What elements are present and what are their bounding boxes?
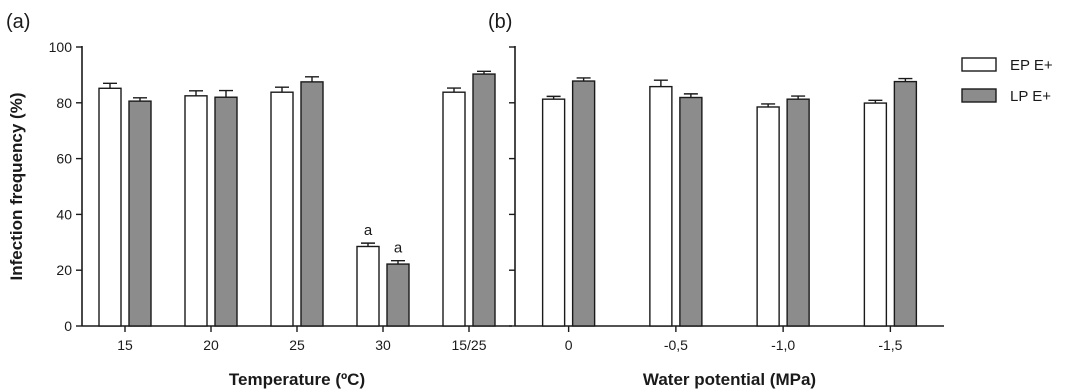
panel-b-bar-lp xyxy=(786,98,810,327)
panel-a-bar-ep xyxy=(270,91,294,327)
panel-a-x-tick-label: 15 xyxy=(117,337,133,353)
panel-a-error-bar xyxy=(477,70,491,75)
panel-a-y-tick-label: 100 xyxy=(49,39,73,55)
panel-a-error-bar xyxy=(275,86,289,93)
panel-b-x-tick-label: -1,0 xyxy=(771,337,795,353)
panel-a-significance-label: a xyxy=(364,222,373,239)
panel-a-bar-lp xyxy=(214,96,238,327)
panel-a-y-tick-label: 40 xyxy=(56,206,72,222)
panel-a-bar-lp xyxy=(386,263,410,327)
panel-b-bar-ep xyxy=(541,98,566,327)
panel-a-x-axis-title: Temperature (ºC) xyxy=(229,370,365,389)
panel-b-x-tick-label: 0 xyxy=(565,337,573,353)
panel-b-error-bar xyxy=(898,77,913,82)
panel-a-label: (a) xyxy=(6,11,30,33)
panel-a-x-tick-label: 15/25 xyxy=(451,337,486,353)
panel-b-error-bar xyxy=(576,77,591,82)
panel-a-error-bar xyxy=(219,89,233,98)
legend-swatch-ep xyxy=(961,57,997,72)
panel-b-x-axis-title: Water potential (MPa) xyxy=(643,370,816,389)
panel-a-error-bar xyxy=(189,90,203,96)
panel-b-error-bar xyxy=(546,95,561,100)
panel-a-error-bar xyxy=(361,242,375,247)
panel-a-x-tick-label: 25 xyxy=(289,337,305,353)
panel-a-y-tick-label: 20 xyxy=(56,262,72,278)
panel-a-bar-ep xyxy=(356,245,380,327)
panel-a-bar-ep xyxy=(184,95,208,327)
panel-b-error-bar xyxy=(761,103,776,107)
panel-b-bar-lp xyxy=(893,80,918,327)
panel-a-error-bar xyxy=(305,76,319,82)
panel-a-significance-label: a xyxy=(394,240,403,257)
legend-label-lp: LP E+ xyxy=(1010,88,1051,105)
panel-b-bar-ep xyxy=(756,106,780,327)
panel-b-x-tick-label: -0,5 xyxy=(664,337,688,353)
panel-a-y-tick-label: 0 xyxy=(64,318,72,334)
panel-a-error-bar xyxy=(103,82,117,89)
panel-a-bar-lp xyxy=(300,81,324,327)
panel-b-error-bar xyxy=(791,95,806,100)
panel-a-y-tick-label: 60 xyxy=(56,151,72,167)
panel-a-x-tick-label: 30 xyxy=(375,337,391,353)
panel-b-error-bar xyxy=(653,79,668,87)
panel-b-label: (b) xyxy=(488,11,512,33)
panel-a-x-tick-label: 20 xyxy=(203,337,219,353)
panel-a-error-bar xyxy=(447,87,461,93)
panel-a-bar-lp xyxy=(472,73,496,327)
panel-b-bar-lp xyxy=(571,80,596,327)
panel-a-error-bar xyxy=(133,97,147,102)
panel-b-x-tick-label: -1,5 xyxy=(878,337,902,353)
legend-label-ep: EP E+ xyxy=(1010,57,1053,74)
panel-b-error-bar xyxy=(683,93,698,98)
panel-b-error-bar xyxy=(868,99,883,104)
panel-a-bar-ep xyxy=(442,91,466,327)
panel-b-bar-ep xyxy=(649,85,673,327)
panel-b-bar-ep xyxy=(863,102,888,327)
panel-a-bar-lp xyxy=(128,100,152,327)
legend-swatch-lp xyxy=(961,88,997,103)
panel-a-bar-ep xyxy=(98,87,122,327)
panel-a-error-bar xyxy=(391,260,405,265)
panel-b-bar-lp xyxy=(679,96,703,327)
panel-a-y-tick-label: 80 xyxy=(56,95,72,111)
panel-a-y-axis-title: Infection frequency (%) xyxy=(7,93,26,281)
